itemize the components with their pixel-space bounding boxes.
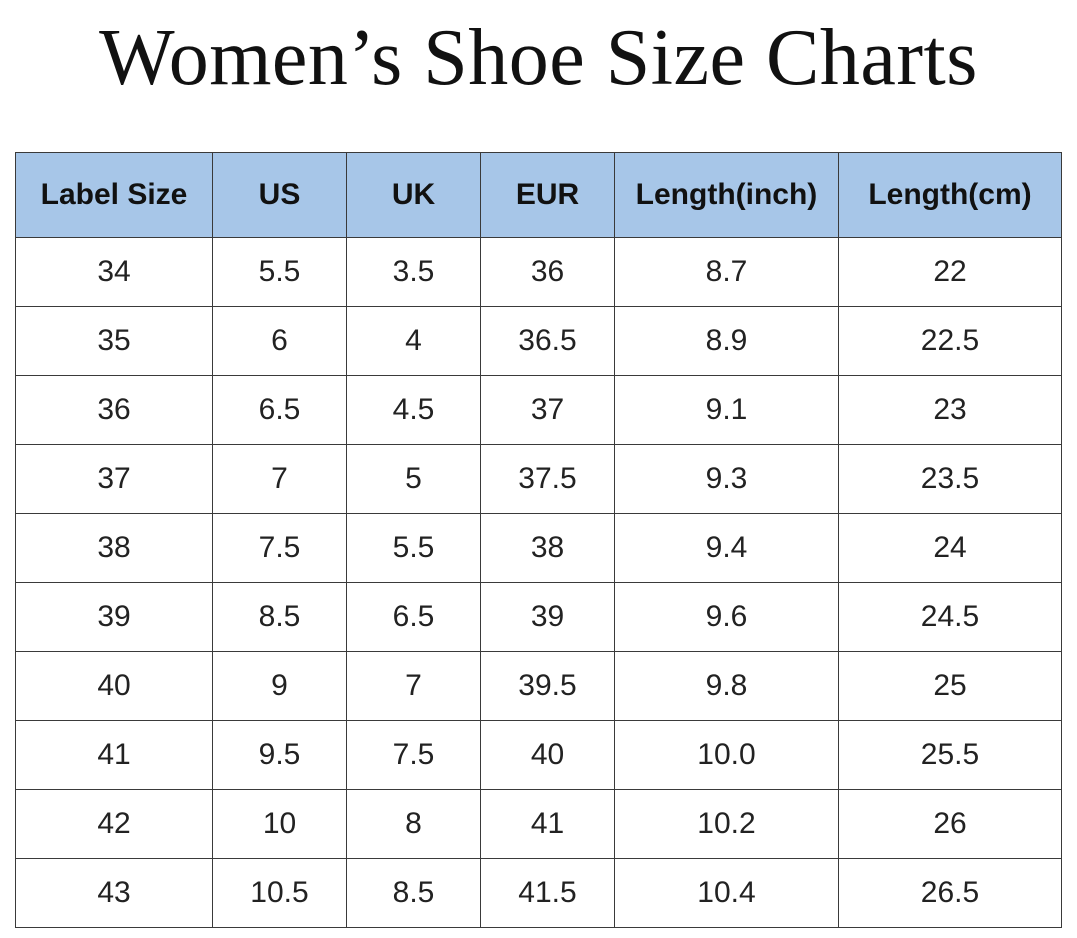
table-cell-label-size: 36	[15, 375, 213, 445]
table-cell-length-cm: 22	[838, 237, 1062, 307]
table-cell-uk: 7	[346, 651, 481, 721]
table-cell-us: 10	[212, 789, 347, 859]
table-row: 39 8.5 6.5 39 9.6 24.5	[15, 582, 1062, 652]
table-cell-us: 6	[212, 306, 347, 376]
table-cell-uk: 4.5	[346, 375, 481, 445]
page-title: Women’s Shoe Size Charts	[99, 14, 978, 102]
column-header-eur: EUR	[480, 152, 615, 238]
column-header-length-cm: Length(cm)	[838, 152, 1062, 238]
table-cell-eur: 37	[480, 375, 615, 445]
bottom-edge	[0, 932, 1077, 938]
table-cell-length-cm: 25.5	[838, 720, 1062, 790]
table-cell-length-inch: 8.9	[614, 306, 839, 376]
table-cell-uk: 8	[346, 789, 481, 859]
table-cell-us: 9.5	[212, 720, 347, 790]
table-cell-eur: 37.5	[480, 444, 615, 514]
table-cell-label-size: 43	[15, 858, 213, 928]
table-cell-us: 7.5	[212, 513, 347, 583]
table-cell-label-size: 41	[15, 720, 213, 790]
table-cell-eur: 36.5	[480, 306, 615, 376]
table-cell-length-cm: 22.5	[838, 306, 1062, 376]
table-cell-eur: 40	[480, 720, 615, 790]
table-cell-length-inch: 9.8	[614, 651, 839, 721]
table-row: 41 9.5 7.5 40 10.0 25.5	[15, 720, 1062, 790]
table-cell-uk: 8.5	[346, 858, 481, 928]
table-cell-label-size: 40	[15, 651, 213, 721]
table-cell-eur: 41.5	[480, 858, 615, 928]
table-cell-label-size: 35	[15, 306, 213, 376]
table-cell-length-inch: 10.4	[614, 858, 839, 928]
table-cell-length-inch: 10.0	[614, 720, 839, 790]
table-cell-length-cm: 24	[838, 513, 1062, 583]
table-cell-length-inch: 9.1	[614, 375, 839, 445]
table-body: 34 5.5 3.5 36 8.7 22 35 6 4 36.5 8.9 22.5 36 6.5 4.5 37…	[15, 237, 1062, 928]
table-cell-length-cm: 26.5	[838, 858, 1062, 928]
table-cell-uk: 5.5	[346, 513, 481, 583]
table-cell-uk: 4	[346, 306, 481, 376]
table-row: 38 7.5 5.5 38 9.4 24	[15, 513, 1062, 583]
table-cell-length-cm: 23	[838, 375, 1062, 445]
table-row: 35 6 4 36.5 8.9 22.5	[15, 306, 1062, 376]
table-cell-label-size: 42	[15, 789, 213, 859]
table-cell-eur: 36	[480, 237, 615, 307]
table-cell-length-inch: 8.7	[614, 237, 839, 307]
table-row: 43 10.5 8.5 41.5 10.4 26.5	[15, 858, 1062, 928]
table-cell-us: 10.5	[212, 858, 347, 928]
table-cell-uk: 5	[346, 444, 481, 514]
table-header-row: Label Size US UK EUR Length(inch) Length(cm)	[15, 152, 1062, 238]
table-cell-length-cm: 25	[838, 651, 1062, 721]
column-header-label-size: Label Size	[15, 152, 213, 238]
table-cell-length-cm: 26	[838, 789, 1062, 859]
table-cell-uk: 3.5	[346, 237, 481, 307]
table-cell-label-size: 37	[15, 444, 213, 514]
table-cell-us: 7	[212, 444, 347, 514]
table-cell-us: 6.5	[212, 375, 347, 445]
table-row: 34 5.5 3.5 36 8.7 22	[15, 237, 1062, 307]
table-cell-eur: 41	[480, 789, 615, 859]
column-header-uk: UK	[346, 152, 481, 238]
table-cell-uk: 7.5	[346, 720, 481, 790]
table-cell-label-size: 38	[15, 513, 213, 583]
column-header-length-inch: Length(inch)	[614, 152, 839, 238]
table-cell-length-cm: 24.5	[838, 582, 1062, 652]
table-cell-us: 8.5	[212, 582, 347, 652]
size-chart-table: Label Size US UK EUR Length(inch) Length(cm) …	[15, 152, 1062, 928]
column-header-us: US	[212, 152, 347, 238]
table-cell-length-inch: 10.2	[614, 789, 839, 859]
table-cell-uk: 6.5	[346, 582, 481, 652]
table-row: 40 9 7 39.5 9.8 25	[15, 651, 1062, 721]
table-cell-eur: 39.5	[480, 651, 615, 721]
table-cell-label-size: 39	[15, 582, 213, 652]
table-cell-eur: 39	[480, 582, 615, 652]
table-cell-us: 5.5	[212, 237, 347, 307]
table-cell-eur: 38	[480, 513, 615, 583]
table-row: 42 10 8 41 10.2 26	[15, 789, 1062, 859]
table-cell-label-size: 34	[15, 237, 213, 307]
table-row: 36 6.5 4.5 37 9.1 23	[15, 375, 1062, 445]
table-cell-length-inch: 9.3	[614, 444, 839, 514]
table-cell-length-cm: 23.5	[838, 444, 1062, 514]
table-cell-length-inch: 9.4	[614, 513, 839, 583]
table-cell-us: 9	[212, 651, 347, 721]
table-cell-length-inch: 9.6	[614, 582, 839, 652]
table-row: 37 7 5 37.5 9.3 23.5	[15, 444, 1062, 514]
